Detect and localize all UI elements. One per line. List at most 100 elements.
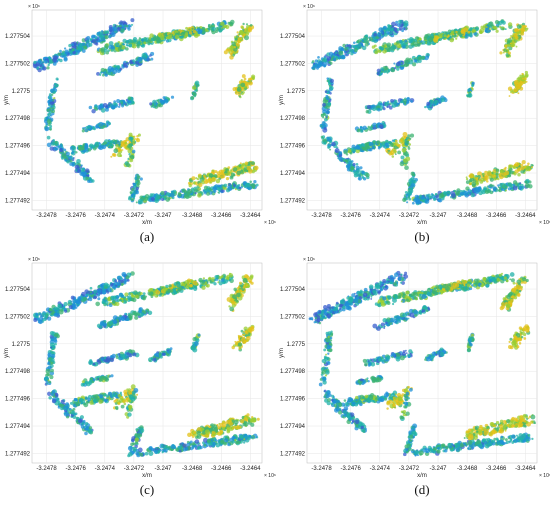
point [130, 18, 135, 23]
point [132, 311, 137, 316]
point [412, 45, 415, 48]
point [254, 167, 257, 170]
point [116, 275, 121, 280]
point [398, 143, 401, 147]
point [54, 140, 58, 144]
point [129, 155, 132, 158]
point [394, 153, 397, 156]
point [63, 302, 68, 307]
point [112, 26, 118, 32]
point [244, 35, 249, 41]
point [214, 275, 219, 280]
point [165, 192, 171, 197]
point [46, 108, 50, 112]
point [239, 346, 242, 349]
point [105, 125, 108, 128]
point [375, 107, 379, 111]
point [509, 170, 514, 175]
point [411, 201, 415, 205]
point [125, 275, 130, 280]
point [122, 20, 126, 24]
point [435, 194, 440, 199]
point [502, 27, 505, 31]
point [149, 54, 152, 57]
point [43, 317, 47, 322]
point [39, 315, 43, 318]
point [69, 159, 73, 163]
point [413, 198, 417, 202]
point [54, 339, 58, 344]
y-tick-label: 1.277502 [5, 314, 31, 320]
point [386, 150, 389, 153]
point [376, 140, 381, 145]
point [451, 193, 456, 198]
point [45, 368, 51, 374]
point [193, 188, 198, 193]
point [72, 303, 76, 307]
point [129, 60, 133, 64]
point [236, 287, 239, 290]
point [126, 352, 130, 355]
point [51, 108, 54, 111]
point [242, 22, 245, 26]
y-tick-label: 1.2775 [287, 89, 306, 95]
point [184, 280, 189, 285]
x-exponent-label: × 10⁶ [264, 473, 276, 479]
point [413, 58, 418, 63]
point [128, 132, 133, 137]
point [471, 181, 477, 187]
point [424, 199, 430, 204]
point [432, 103, 436, 107]
point-cloud [32, 18, 259, 205]
point [138, 175, 141, 178]
point [395, 20, 399, 24]
point [236, 31, 239, 34]
point [512, 185, 518, 191]
point [373, 32, 378, 37]
point [103, 48, 108, 52]
point [124, 292, 129, 297]
point [33, 317, 38, 323]
point [132, 59, 135, 63]
point [231, 345, 235, 350]
point [192, 280, 198, 286]
point [368, 141, 374, 147]
point [77, 146, 82, 151]
point [215, 27, 219, 31]
point [243, 77, 247, 81]
point [328, 51, 334, 57]
x-axis-label: x/m [142, 473, 152, 479]
point [484, 25, 488, 29]
point [416, 42, 421, 47]
point [504, 28, 507, 31]
point [76, 168, 81, 173]
point [248, 328, 253, 333]
point [238, 95, 241, 98]
point [330, 55, 333, 58]
point [127, 38, 133, 44]
point [241, 74, 246, 79]
y-tick-label: 1.277496 [280, 144, 306, 150]
point [416, 36, 420, 40]
point [357, 43, 362, 48]
point [252, 77, 255, 80]
point [396, 48, 399, 51]
point [377, 146, 381, 150]
point [125, 317, 130, 321]
point [245, 32, 249, 36]
point [135, 201, 138, 204]
y-axis-label: y/m [4, 348, 10, 358]
point [344, 159, 348, 163]
point [139, 177, 143, 181]
y-exponent-label: × 10⁶ [303, 4, 315, 10]
point [53, 90, 56, 94]
point [410, 182, 416, 188]
point [508, 95, 511, 97]
point [71, 161, 76, 166]
point [384, 101, 389, 107]
point [345, 164, 351, 169]
point [69, 48, 72, 51]
point [217, 173, 222, 179]
point [120, 142, 126, 147]
point [147, 310, 153, 316]
